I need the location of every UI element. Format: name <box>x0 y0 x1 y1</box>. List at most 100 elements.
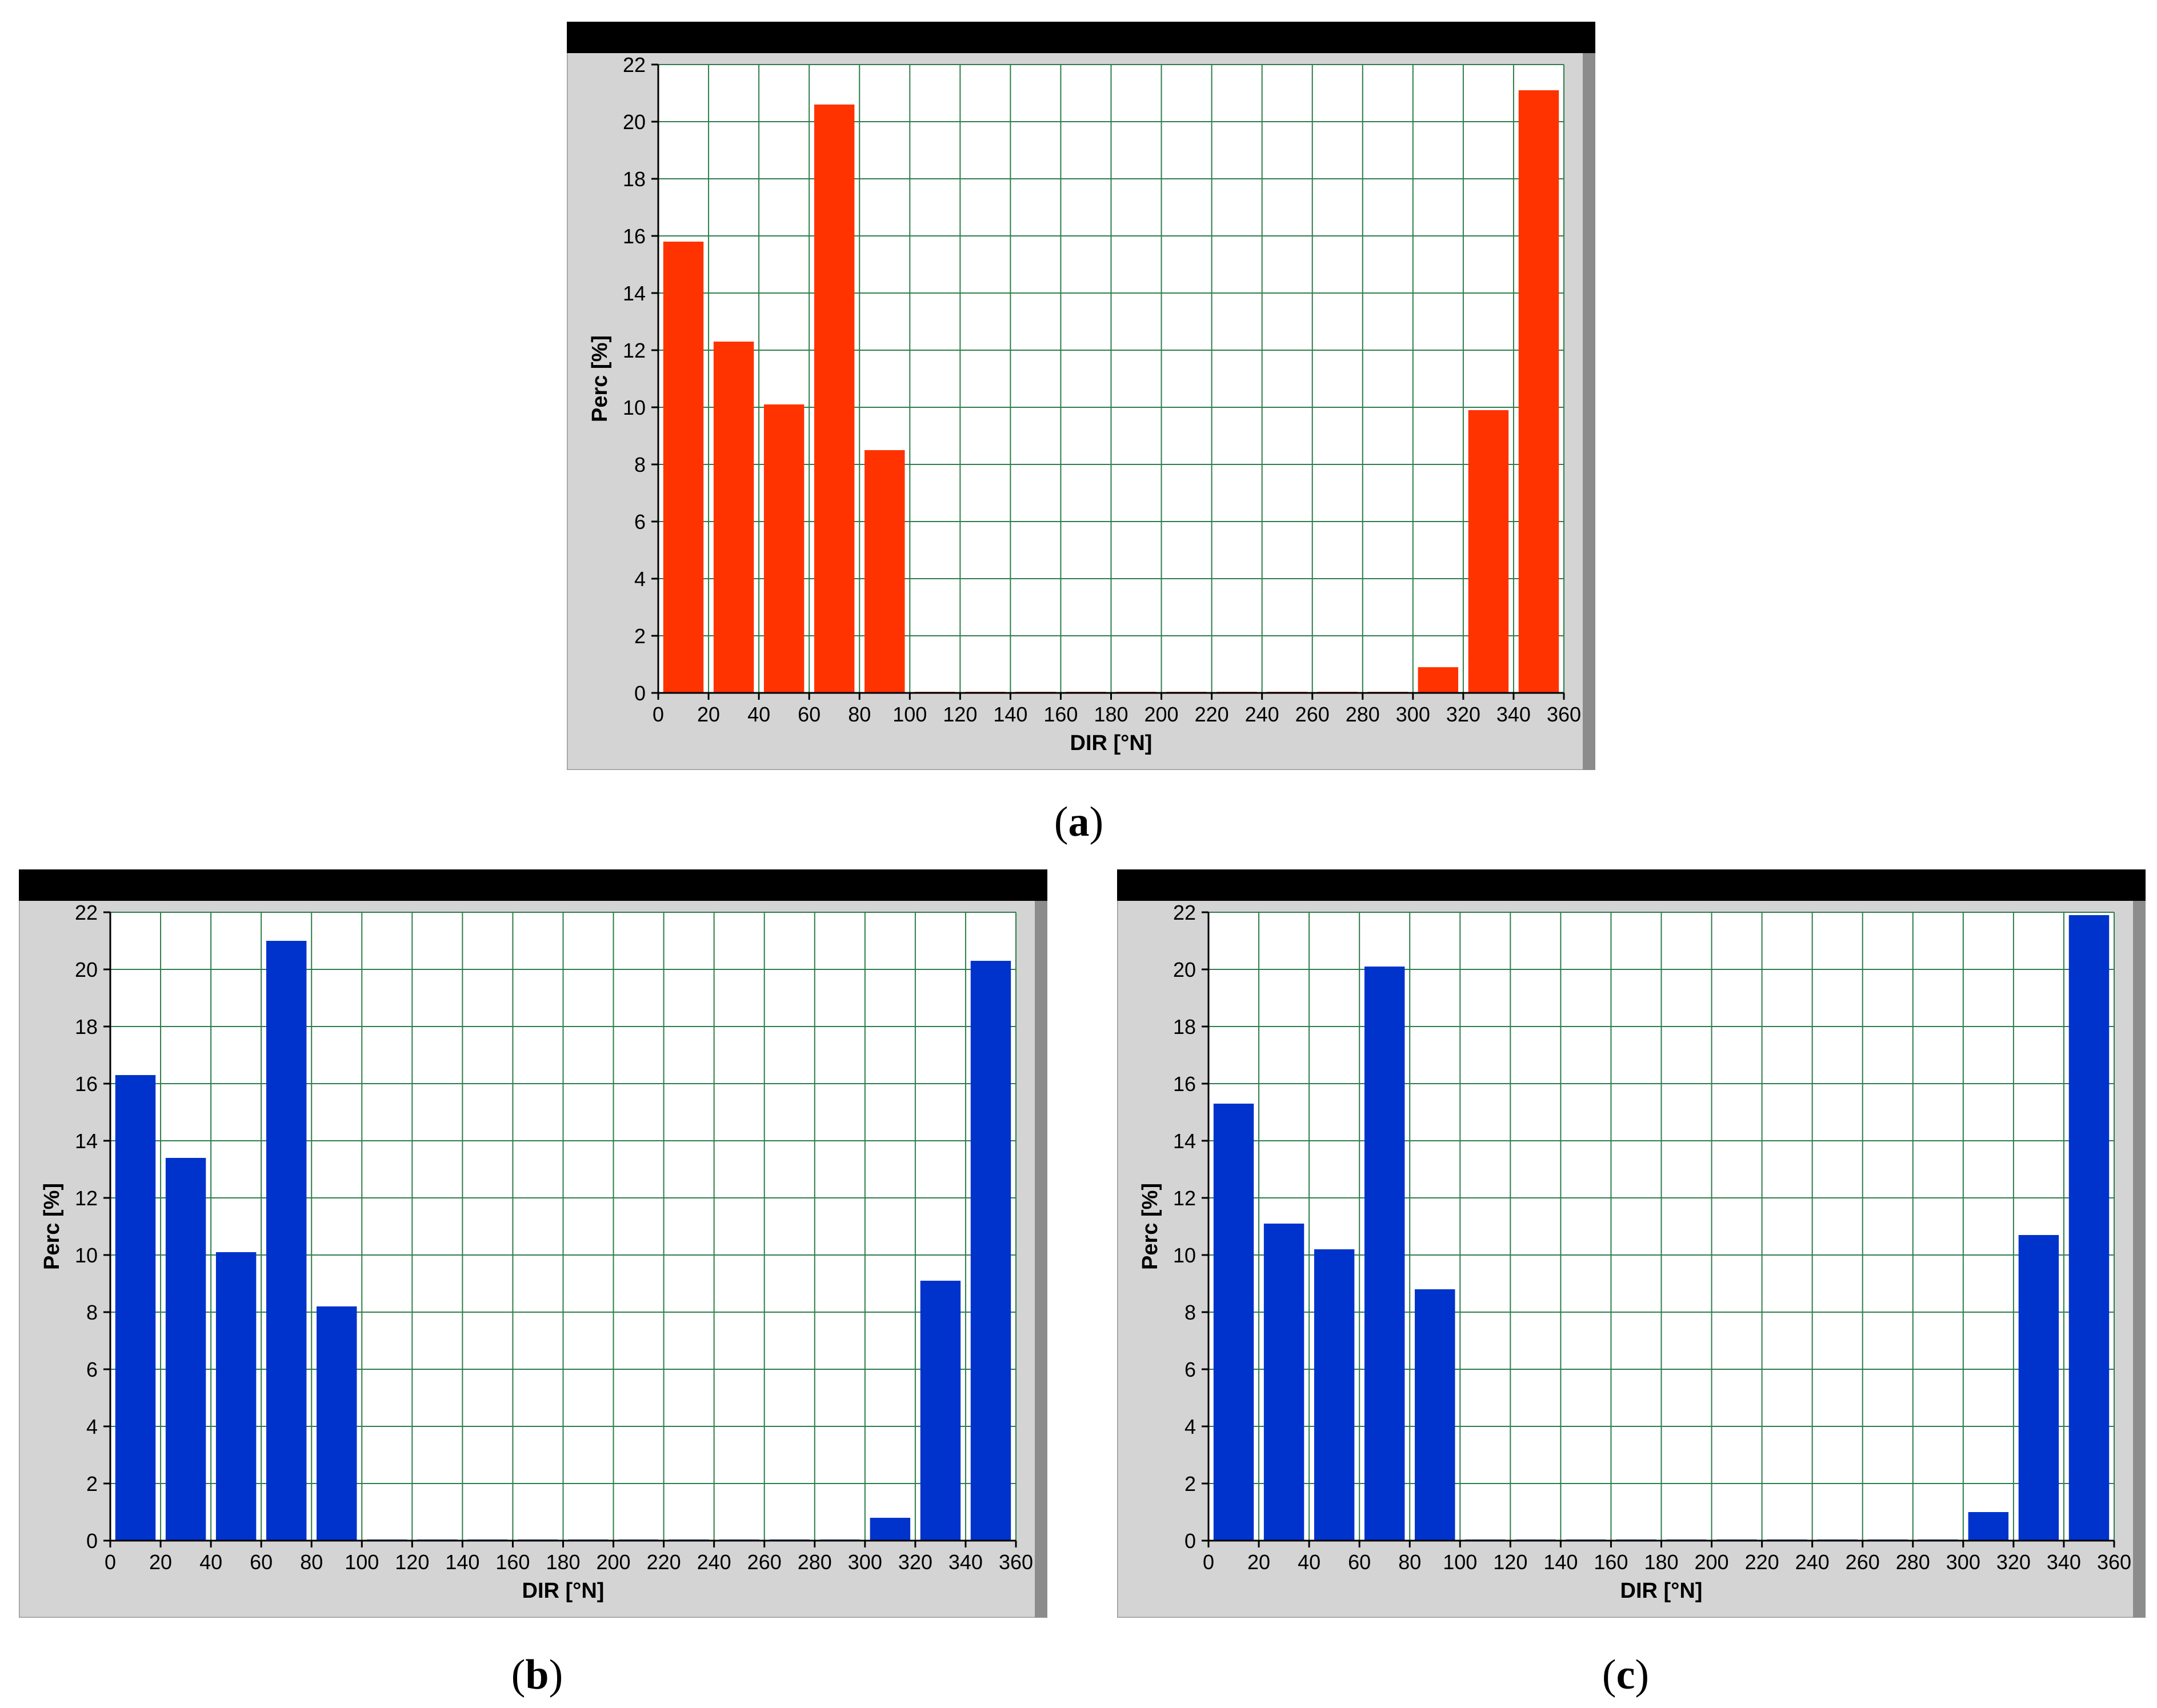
y-tick-label: 0 <box>634 681 646 705</box>
x-tick-label: 320 <box>898 1550 933 1574</box>
y-tick-label: 16 <box>623 224 646 248</box>
bar <box>1213 1104 1254 1541</box>
chart-panel-b: 0 2 4 6 8 10 12 14 16 18 20 22 0 20 40 60 80 100 120 140 160… <box>19 869 1047 1618</box>
x-axis-label: DIR [°N] <box>1620 1579 1703 1603</box>
bar <box>814 105 855 693</box>
x-tick-label: 280 <box>1346 703 1380 726</box>
bar <box>1418 667 1459 693</box>
y-tick-label: 8 <box>634 453 646 476</box>
x-tick-label: 160 <box>1043 703 1078 726</box>
x-tick-label: 340 <box>2047 1550 2081 1574</box>
x-tick-label: 40 <box>1298 1550 1320 1574</box>
x-tick-label: 260 <box>747 1550 782 1574</box>
y-tick-label: 20 <box>1173 958 1196 981</box>
x-tick-label: 0 <box>653 703 664 726</box>
x-tick-label: 140 <box>1543 1550 1578 1574</box>
x-tick-label: 120 <box>943 703 977 726</box>
y-tick-label: 10 <box>75 1244 98 1267</box>
x-tick-label: 60 <box>798 703 821 726</box>
bar <box>713 342 754 693</box>
bar <box>115 1075 156 1541</box>
x-tick-label: 100 <box>1443 1550 1477 1574</box>
x-tick-label: 200 <box>597 1550 631 1574</box>
y-tick-label: 2 <box>86 1472 98 1495</box>
x-tick-label: 320 <box>1446 703 1480 726</box>
y-tick-label: 16 <box>75 1072 98 1096</box>
x-tick-label: 340 <box>1496 703 1531 726</box>
bar <box>2068 915 2110 1541</box>
chart-side-strip <box>1035 901 1047 1618</box>
x-tick-label: 80 <box>848 703 871 726</box>
y-tick-label: 22 <box>75 901 98 924</box>
bar <box>1415 1289 1455 1541</box>
x-tick-label: 360 <box>2097 1550 2131 1574</box>
y-tick-label: 4 <box>634 567 646 591</box>
x-tick-label: 260 <box>1295 703 1330 726</box>
x-tick-label: 100 <box>345 1550 379 1574</box>
bar <box>763 404 805 693</box>
chart-header-bar <box>19 869 1047 901</box>
x-tick-label: 80 <box>1398 1550 1421 1574</box>
bar <box>1364 967 1405 1541</box>
bar <box>317 1306 357 1541</box>
y-tick-label: 4 <box>1184 1415 1196 1438</box>
y-tick-label: 14 <box>75 1129 98 1153</box>
x-tick-label: 320 <box>1996 1550 2031 1574</box>
x-tick-label: 120 <box>1493 1550 1527 1574</box>
y-axis-label: Perc [%] <box>40 1183 64 1270</box>
y-tick-label: 14 <box>623 282 646 305</box>
y-tick-label: 14 <box>1173 1129 1196 1153</box>
x-tick-label: 240 <box>1245 703 1279 726</box>
x-tick-label: 220 <box>647 1550 681 1574</box>
y-tick-label: 4 <box>86 1415 98 1438</box>
y-tick-label: 18 <box>75 1015 98 1039</box>
y-tick-label: 20 <box>75 958 98 981</box>
x-tick-label: 180 <box>1094 703 1128 726</box>
y-tick-label: 12 <box>75 1186 98 1210</box>
bar <box>215 1252 257 1541</box>
chart-panel-a: 0 2 4 6 8 10 12 14 16 18 20 22 0 20 40 60 80 100 120 140 160… <box>567 22 1595 770</box>
y-tick-label: 22 <box>623 53 646 77</box>
x-tick-label: 220 <box>1195 703 1229 726</box>
bar <box>266 941 307 1541</box>
x-tick-label: 300 <box>848 1550 882 1574</box>
y-tick-label: 0 <box>1184 1529 1196 1553</box>
x-tick-label: 140 <box>445 1550 479 1574</box>
x-tick-label: 100 <box>893 703 927 726</box>
bar <box>1968 1512 2009 1541</box>
bar <box>1263 1224 1304 1541</box>
chart-header-bar <box>1117 869 2146 901</box>
y-tick-label: 18 <box>1173 1015 1196 1039</box>
x-tick-label: 120 <box>395 1550 429 1574</box>
y-tick-label: 10 <box>623 396 646 419</box>
x-tick-label: 300 <box>1396 703 1430 726</box>
bar <box>165 1158 206 1541</box>
x-tick-label: 360 <box>999 1550 1033 1574</box>
x-tick-label: 200 <box>1144 703 1179 726</box>
x-tick-label: 180 <box>1644 1550 1678 1574</box>
x-tick-label: 360 <box>1547 703 1581 726</box>
y-tick-label: 2 <box>1184 1472 1196 1495</box>
y-tick-label: 20 <box>623 110 646 134</box>
y-axis-label: Perc [%] <box>588 335 612 422</box>
y-tick-label: 22 <box>1173 901 1196 924</box>
caption-b: (b) <box>511 1651 563 1698</box>
x-tick-label: 20 <box>1247 1550 1270 1574</box>
bar <box>870 1518 911 1541</box>
bar <box>1314 1249 1355 1541</box>
y-tick-label: 18 <box>623 167 646 191</box>
y-tick-label: 8 <box>86 1301 98 1324</box>
x-tick-label: 220 <box>1745 1550 1779 1574</box>
y-tick-label: 12 <box>1173 1186 1196 1210</box>
caption-c: (c) <box>1602 1651 1650 1698</box>
x-tick-label: 340 <box>949 1550 983 1574</box>
chart-side-strip <box>1583 53 1595 770</box>
x-tick-label: 0 <box>105 1550 116 1574</box>
x-axis-label: DIR [°N] <box>1070 731 1152 755</box>
y-tick-label: 0 <box>86 1529 98 1553</box>
x-tick-label: 0 <box>1203 1550 1214 1574</box>
x-tick-label: 300 <box>1946 1550 1980 1574</box>
x-axis-label: DIR [°N] <box>522 1579 605 1603</box>
